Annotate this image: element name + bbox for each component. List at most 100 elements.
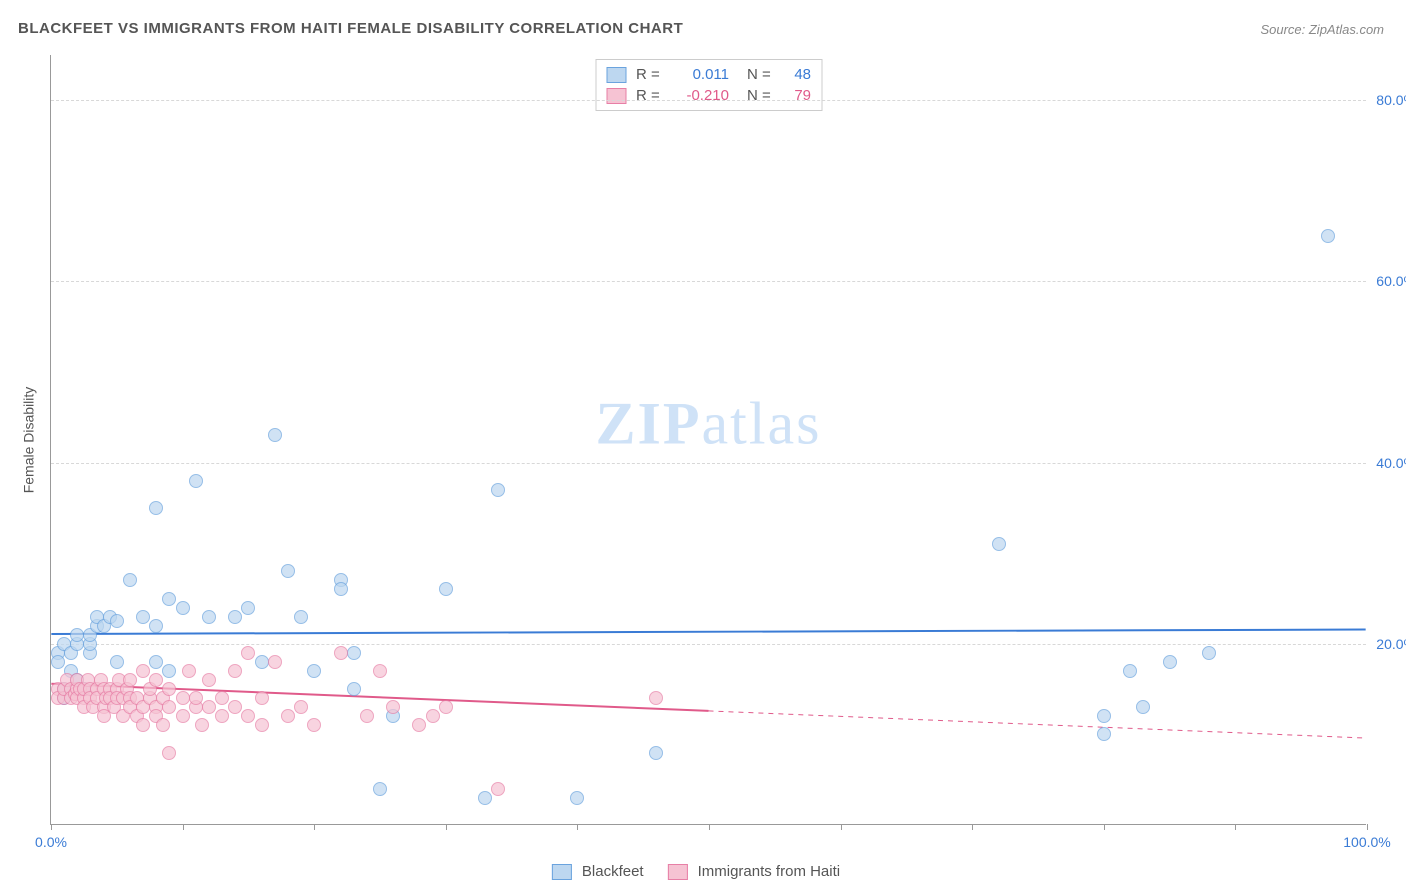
- scatter-point: [176, 691, 190, 705]
- scatter-point: [386, 700, 400, 714]
- n-value: 79: [785, 87, 811, 104]
- scatter-point: [241, 709, 255, 723]
- x-tick: [577, 824, 578, 830]
- gridline: [51, 644, 1366, 645]
- scatter-point: [195, 718, 209, 732]
- scatter-point: [1097, 709, 1111, 723]
- correlation-chart: BLACKFEET VS IMMIGRANTS FROM HAITI FEMAL…: [0, 0, 1406, 892]
- scatter-point: [992, 537, 1006, 551]
- scatter-point: [347, 646, 361, 660]
- x-tick-label: 100.0%: [1343, 834, 1390, 850]
- scatter-point: [149, 655, 163, 669]
- scatter-point: [426, 709, 440, 723]
- trend-line-solid: [51, 629, 1365, 634]
- scatter-point: [649, 746, 663, 760]
- source-attribution: Source: ZipAtlas.com: [1260, 22, 1384, 37]
- x-tick: [51, 824, 52, 830]
- scatter-point: [162, 746, 176, 760]
- scatter-point: [439, 582, 453, 596]
- x-tick: [1235, 824, 1236, 830]
- gridline: [51, 100, 1366, 101]
- y-tick-label: 40.0%: [1371, 455, 1406, 471]
- scatter-point: [334, 646, 348, 660]
- scatter-point: [347, 682, 361, 696]
- r-value: 0.011: [674, 66, 729, 83]
- scatter-point: [491, 782, 505, 796]
- x-tick-label: 0.0%: [35, 834, 67, 850]
- x-tick: [1367, 824, 1368, 830]
- n-value: 48: [785, 66, 811, 83]
- scatter-point: [307, 718, 321, 732]
- scatter-point: [228, 700, 242, 714]
- scatter-point: [162, 664, 176, 678]
- r-label: R =: [636, 87, 664, 104]
- scatter-point: [491, 483, 505, 497]
- scatter-point: [162, 682, 176, 696]
- legend-series-label: Immigrants from Haiti: [698, 863, 841, 880]
- scatter-point: [228, 664, 242, 678]
- watermark-atlas: atlas: [702, 391, 822, 457]
- scatter-point: [156, 718, 170, 732]
- scatter-point: [1136, 700, 1150, 714]
- legend-swatch: [668, 864, 688, 880]
- y-tick-label: 20.0%: [1371, 636, 1406, 652]
- gridline: [51, 281, 1366, 282]
- scatter-point: [136, 664, 150, 678]
- scatter-point: [281, 709, 295, 723]
- scatter-point: [439, 700, 453, 714]
- scatter-point: [1202, 646, 1216, 660]
- scatter-point: [162, 592, 176, 606]
- scatter-point: [136, 718, 150, 732]
- scatter-point: [241, 646, 255, 660]
- scatter-point: [268, 428, 282, 442]
- scatter-point: [255, 655, 269, 669]
- scatter-point: [255, 691, 269, 705]
- scatter-point: [51, 655, 65, 669]
- scatter-point: [162, 700, 176, 714]
- scatter-point: [110, 614, 124, 628]
- scatter-point: [373, 782, 387, 796]
- scatter-point: [1123, 664, 1137, 678]
- x-tick: [1104, 824, 1105, 830]
- y-axis-title: Female Disability: [20, 387, 36, 494]
- scatter-point: [176, 709, 190, 723]
- scatter-point: [255, 718, 269, 732]
- scatter-point: [149, 619, 163, 633]
- scatter-point: [649, 691, 663, 705]
- scatter-point: [110, 655, 124, 669]
- y-tick-label: 60.0%: [1371, 273, 1406, 289]
- scatter-point: [241, 601, 255, 615]
- chart-title: BLACKFEET VS IMMIGRANTS FROM HAITI FEMAL…: [18, 20, 683, 37]
- scatter-point: [412, 718, 426, 732]
- scatter-point: [228, 610, 242, 624]
- n-label: N =: [747, 66, 775, 83]
- scatter-point: [1163, 655, 1177, 669]
- legend-stat-row: R = -0.210 N = 79: [606, 85, 811, 106]
- y-tick-label: 80.0%: [1371, 92, 1406, 108]
- scatter-point: [215, 709, 229, 723]
- scatter-point: [149, 673, 163, 687]
- scatter-point: [123, 673, 137, 687]
- legend-swatch: [606, 67, 626, 83]
- scatter-point: [360, 709, 374, 723]
- trend-line-dashed: [709, 711, 1366, 738]
- legend-stats: R = 0.011 N = 48 R = -0.210 N = 79: [595, 59, 822, 111]
- x-tick: [446, 824, 447, 830]
- x-tick: [314, 824, 315, 830]
- scatter-point: [307, 664, 321, 678]
- legend-stat-row: R =0.011N =48: [606, 64, 811, 85]
- scatter-point: [182, 664, 196, 678]
- watermark-zip: ZIP: [596, 391, 702, 457]
- scatter-point: [136, 610, 150, 624]
- watermark: ZIPatlas: [596, 390, 822, 459]
- r-value: -0.210: [674, 87, 729, 104]
- scatter-point: [294, 610, 308, 624]
- scatter-point: [281, 564, 295, 578]
- scatter-point: [149, 501, 163, 515]
- scatter-point: [189, 691, 203, 705]
- y-axis-title-wrap: Female Disability: [8, 55, 48, 825]
- legend-series-label: Blackfeet: [582, 863, 644, 880]
- scatter-point: [294, 700, 308, 714]
- scatter-point: [189, 474, 203, 488]
- n-label: N =: [747, 87, 775, 104]
